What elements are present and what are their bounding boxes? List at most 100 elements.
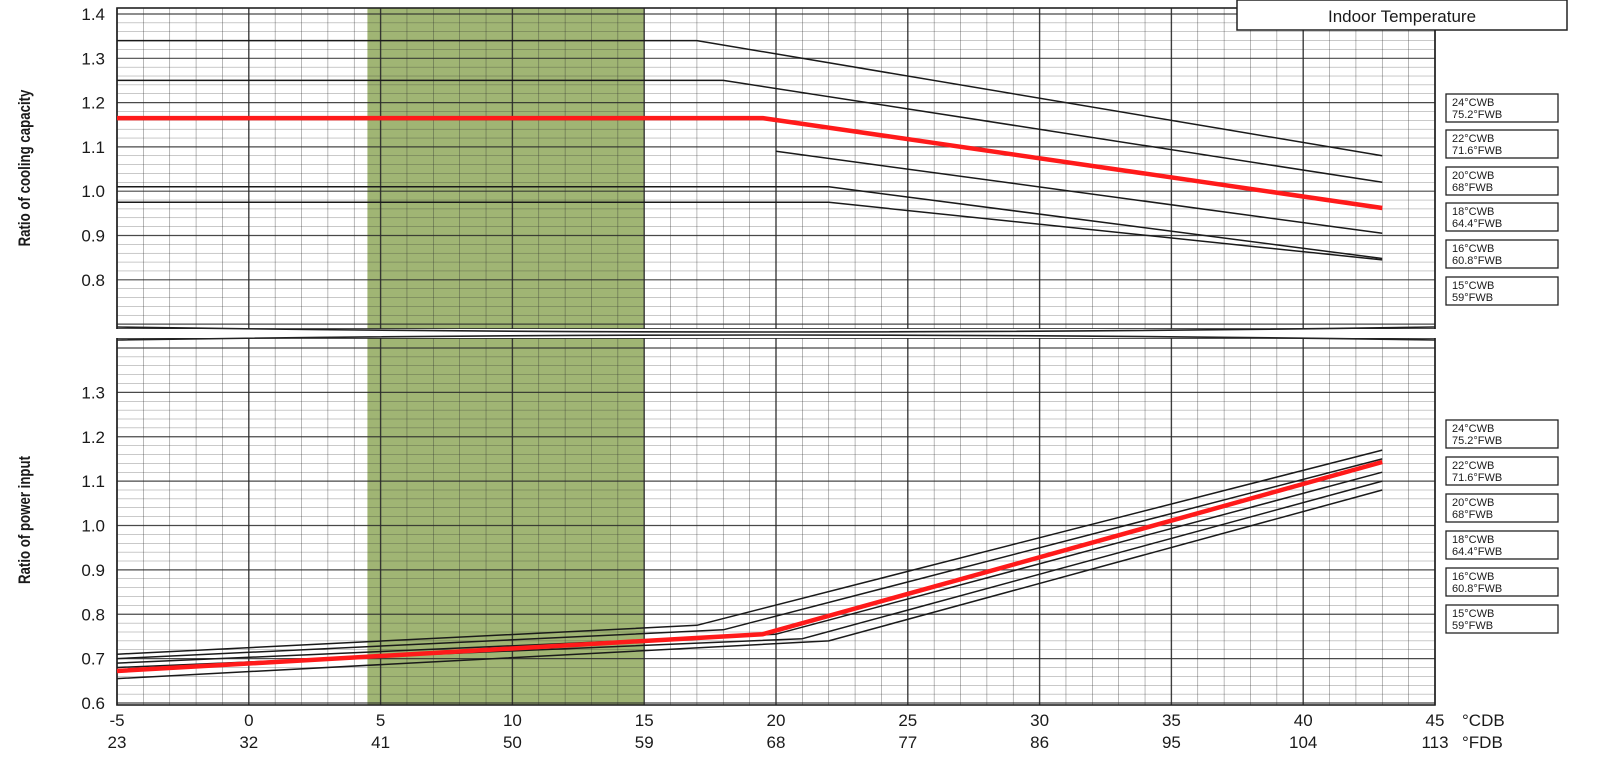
pwr-y-tick-label: 0.9	[81, 561, 105, 580]
pwr-legend-fwb: 68°FWB	[1452, 509, 1493, 521]
x-tick-celsius: 10	[503, 711, 522, 730]
cap-legend-fwb: 75.2°FWB	[1452, 109, 1502, 121]
pwr-legend-fwb: 64.4°FWB	[1452, 546, 1502, 558]
cap-legend-cwb: 22°CWB	[1452, 133, 1494, 145]
x-tick-fahrenheit: 104	[1289, 733, 1317, 752]
x-tick-celsius: 15	[635, 711, 654, 730]
pwr-series-line	[116, 458, 1383, 660]
cap-highlight-band	[367, 8, 645, 329]
cap-y-tick-label: 1.2	[81, 94, 105, 113]
cap-legend-fwb: 68°FWB	[1452, 182, 1493, 194]
x-tick-fahrenheit: 113	[1421, 733, 1448, 752]
pwr-series-line	[116, 449, 1383, 655]
x-tick-fahrenheit: 32	[239, 733, 258, 752]
cap-legend-cwb: 20°CWB	[1452, 170, 1494, 182]
x-tick-fahrenheit: 68	[767, 733, 786, 752]
x-unit-celsius: °CDB	[1462, 711, 1505, 730]
cap-legend-cwb: 15°CWB	[1452, 280, 1494, 292]
x-tick-fahrenheit: 59	[635, 733, 654, 752]
cap-y-tick-label: 0.8	[81, 271, 105, 290]
pwr-legend-fwb: 75.2°FWB	[1452, 435, 1502, 447]
x-tick-celsius: 35	[1162, 711, 1181, 730]
pwr-series-group	[116, 449, 1383, 680]
cap-series-line	[117, 201, 1383, 261]
x-tick-celsius: 45	[1426, 711, 1445, 730]
pwr-grid	[116, 338, 1436, 705]
pwr-legend-cwb: 15°CWB	[1452, 608, 1494, 620]
x-axis: -5 0 5 10 15 20 25 30 35 40 45 23 32 41 50 59 68 77 86 95 10…	[108, 711, 1505, 752]
x-tick-fahrenheit: 86	[1030, 733, 1049, 752]
pwr-legend-fwb: 60.8°FWB	[1452, 583, 1502, 595]
x-tick-celsius: 40	[1294, 711, 1313, 730]
x-tick-celsius: -5	[109, 711, 124, 730]
pwr-legend-cwb: 20°CWB	[1452, 497, 1494, 509]
cap-y-tick-label: 1.0	[81, 182, 105, 201]
cap-legend-cwb: 18°CWB	[1452, 206, 1494, 218]
cap-y-tick-label: 1.4	[81, 5, 105, 24]
indoor-temperature-frame	[1236, 0, 1568, 31]
cap-legend-fwb: 60.8°FWB	[1452, 255, 1502, 267]
pwr-series-line	[116, 489, 1383, 680]
x-unit-fahrenheit: °FDB	[1462, 733, 1503, 752]
x-tick-fahrenheit: 95	[1162, 733, 1181, 752]
pwr-y-tick-label: 1.1	[81, 472, 105, 491]
pwr-legend-fwb: 71.6°FWB	[1452, 472, 1502, 484]
cooling-capacity-panel: 0.8 0.9 1.0 1.1 1.2 1.3 1.4 Ratio of cooling ca…	[16, 5, 1559, 330]
pwr-y-tick-label: 0.6	[81, 694, 105, 713]
cap-y-axis-label: Ratio of cooling capacity	[16, 89, 35, 246]
pwr-legend-cwb: 24°CWB	[1452, 423, 1494, 435]
x-tick-fahrenheit: 50	[503, 733, 522, 752]
indoor-temperature-box: Indoor Temperature	[1236, 0, 1568, 31]
x-tick-fahrenheit: 23	[108, 733, 127, 752]
x-tick-celsius: 20	[767, 711, 786, 730]
cap-series-line	[117, 186, 1383, 260]
cap-y-tick-label: 0.9	[81, 227, 105, 246]
cap-legend-fwb: 64.4°FWB	[1452, 218, 1502, 230]
pwr-legend-cwb: 22°CWB	[1452, 460, 1494, 472]
cap-series-group	[117, 39, 1383, 261]
pwr-y-tick-label: 1.2	[81, 428, 105, 447]
indoor-temperature-label: Indoor Temperature	[1328, 7, 1476, 26]
x-tick-celsius: 30	[1030, 711, 1049, 730]
pwr-legend-cwb: 16°CWB	[1452, 571, 1494, 583]
pwr-y-axis-label: Ratio of power input	[16, 456, 35, 584]
pwr-series-highlight-line	[116, 459, 1383, 674]
cap-y-tick-label: 1.3	[81, 49, 105, 68]
pwr-y-tick-label: 0.8	[81, 605, 105, 624]
axis-break	[110, 326, 1442, 341]
power-input-panel: 0.6 0.7 0.8 0.9 1.0 1.1 1.2 1.3 Ratio of power i…	[16, 337, 1559, 713]
cap-y-tick-label: 1.1	[81, 138, 105, 157]
pwr-legend-cwb: 18°CWB	[1452, 534, 1494, 546]
cap-legend-fwb: 71.6°FWB	[1452, 145, 1502, 157]
pwr-legend-fwb: 59°FWB	[1452, 620, 1493, 632]
pwr-y-tick-label: 0.7	[81, 650, 105, 669]
x-tick-celsius: 0	[244, 711, 253, 730]
x-tick-fahrenheit: 41	[371, 733, 390, 752]
cap-series-line	[117, 79, 1383, 184]
cap-legend-fwb: 59°FWB	[1452, 292, 1493, 304]
cap-grid	[116, 8, 1436, 329]
x-tick-celsius: 5	[376, 711, 385, 730]
cap-series-line	[775, 150, 1383, 235]
cap-legend-cwb: 24°CWB	[1452, 97, 1494, 109]
x-tick-celsius: 25	[898, 711, 917, 730]
pwr-y-tick-label: 1.3	[81, 383, 105, 402]
cap-series-highlight-line	[117, 115, 1383, 211]
pwr-series-line	[116, 471, 1383, 664]
cap-series-line	[117, 39, 1383, 157]
